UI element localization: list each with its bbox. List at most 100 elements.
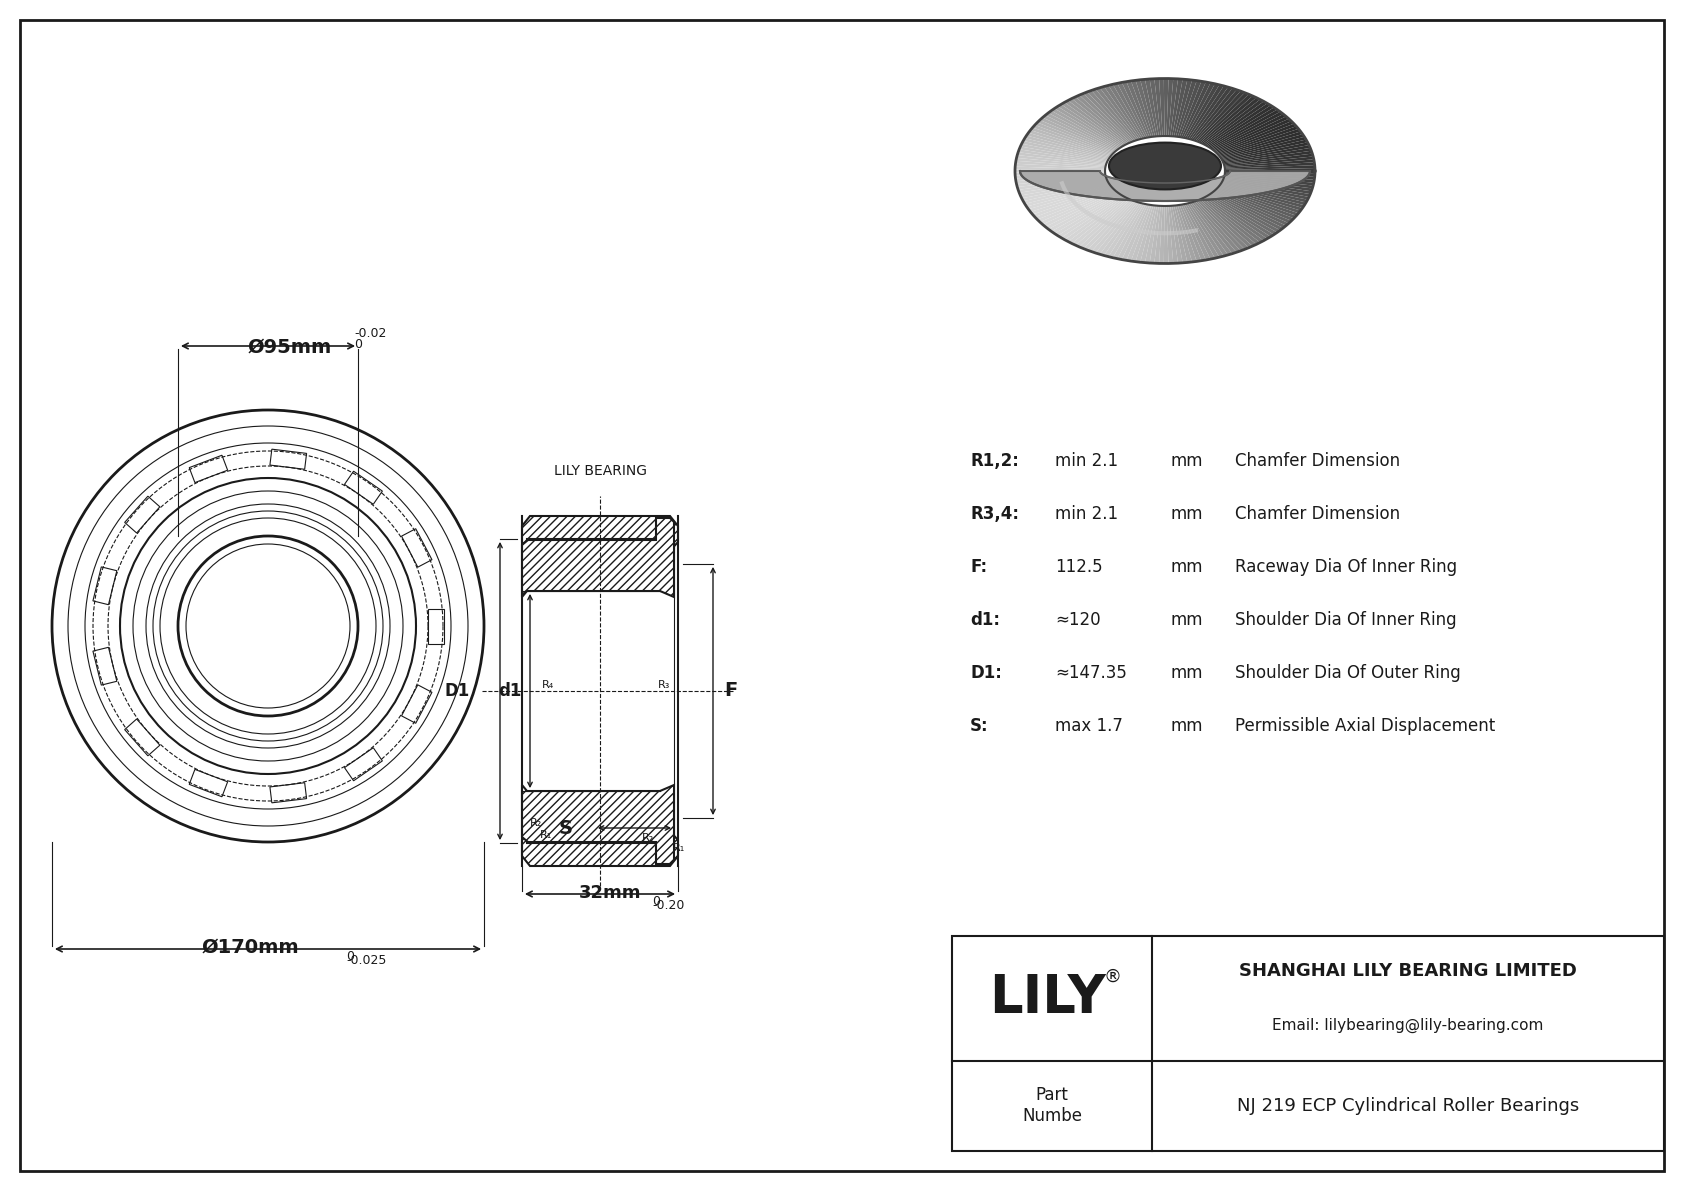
Polygon shape [1179,81,1206,137]
Polygon shape [1127,205,1152,261]
Polygon shape [1182,205,1211,260]
Polygon shape [1186,83,1219,138]
Text: D1:: D1: [970,665,1002,682]
Polygon shape [1021,172,1310,201]
Polygon shape [1172,79,1187,137]
Bar [345,748,382,781]
Text: S:: S: [970,717,989,735]
Polygon shape [1122,205,1150,261]
Polygon shape [1088,201,1135,251]
Polygon shape [1027,132,1110,157]
Text: R1,2:: R1,2: [970,453,1019,470]
Polygon shape [1054,194,1122,236]
Polygon shape [1132,80,1154,137]
Text: LILY BEARING: LILY BEARING [554,464,647,478]
Polygon shape [1015,172,1105,175]
Text: R₁: R₁ [541,830,552,840]
Text: R₂: R₂ [530,818,542,828]
Polygon shape [1199,199,1253,248]
Bar [93,647,116,685]
Polygon shape [1224,172,1315,174]
Polygon shape [1219,185,1302,211]
Polygon shape [1083,92,1133,142]
Polygon shape [1154,79,1162,136]
Polygon shape [1051,194,1122,233]
Polygon shape [1058,195,1123,238]
Polygon shape [1039,191,1116,224]
Polygon shape [1019,146,1106,163]
Polygon shape [1201,96,1256,143]
Polygon shape [1202,98,1260,144]
Text: Permissible Axial Displacement: Permissible Axial Displacement [1234,717,1495,735]
Polygon shape [1224,173,1315,176]
Text: ≈147.35: ≈147.35 [1054,665,1127,682]
Polygon shape [1191,87,1233,139]
Polygon shape [1179,205,1206,261]
Polygon shape [1113,204,1145,258]
Bar [345,472,382,504]
Polygon shape [1216,189,1293,220]
Polygon shape [1167,206,1174,263]
Polygon shape [1037,120,1115,152]
Polygon shape [1091,89,1137,141]
Polygon shape [1024,182,1108,204]
Polygon shape [1209,110,1280,149]
Polygon shape [1036,123,1113,154]
Polygon shape [1145,79,1159,136]
Polygon shape [1172,206,1187,263]
Ellipse shape [1110,143,1221,189]
Text: Raceway Dia Of Inner Ring: Raceway Dia Of Inner Ring [1234,559,1457,576]
Polygon shape [1224,156,1314,167]
Polygon shape [1096,202,1138,255]
Polygon shape [1024,138,1108,160]
Text: 112.5: 112.5 [1054,559,1103,576]
Polygon shape [1015,174,1105,181]
Polygon shape [1079,200,1132,249]
Text: R₄: R₄ [542,680,554,690]
Polygon shape [1223,148,1312,163]
Text: mm: mm [1170,453,1202,470]
Text: Ø170mm: Ø170mm [200,939,298,958]
Polygon shape [1058,105,1123,146]
Polygon shape [1164,79,1169,136]
Polygon shape [1194,89,1241,141]
Polygon shape [1214,117,1288,151]
Polygon shape [1221,182,1307,202]
Polygon shape [1032,125,1113,155]
Polygon shape [1037,189,1115,222]
Polygon shape [1212,192,1287,227]
Bar [951,936,1664,1151]
Polygon shape [1076,95,1130,143]
Polygon shape [1083,200,1133,250]
Polygon shape [1064,197,1127,242]
Polygon shape [1054,106,1122,148]
Text: Shoulder Dia Of Outer Ring: Shoulder Dia Of Outer Ring [1234,665,1460,682]
Polygon shape [1021,144,1108,162]
Polygon shape [1201,199,1256,247]
Text: ®: ® [1103,967,1122,985]
Polygon shape [1221,139,1307,160]
Polygon shape [1032,187,1113,217]
Polygon shape [1064,100,1127,145]
Text: Email: lilybearing@lily-bearing.com: Email: lilybearing@lily-bearing.com [1273,1018,1544,1034]
Polygon shape [1145,206,1159,263]
Polygon shape [1206,195,1271,238]
Polygon shape [1219,129,1300,156]
Text: S: S [559,818,573,837]
Polygon shape [1116,82,1148,138]
Polygon shape [1223,179,1312,194]
Text: R₁: R₁ [674,843,685,853]
Bar [125,719,160,756]
Polygon shape [1224,151,1312,164]
Polygon shape [1214,189,1292,223]
Polygon shape [1209,194,1276,235]
Polygon shape [1051,108,1122,148]
Polygon shape [1184,83,1214,138]
Polygon shape [1068,198,1128,243]
Text: mm: mm [1170,559,1202,576]
Polygon shape [1202,198,1263,243]
Polygon shape [1076,199,1130,247]
Text: Part
Numbe: Part Numbe [1022,1086,1083,1125]
Polygon shape [1042,116,1116,151]
Polygon shape [1174,80,1192,137]
